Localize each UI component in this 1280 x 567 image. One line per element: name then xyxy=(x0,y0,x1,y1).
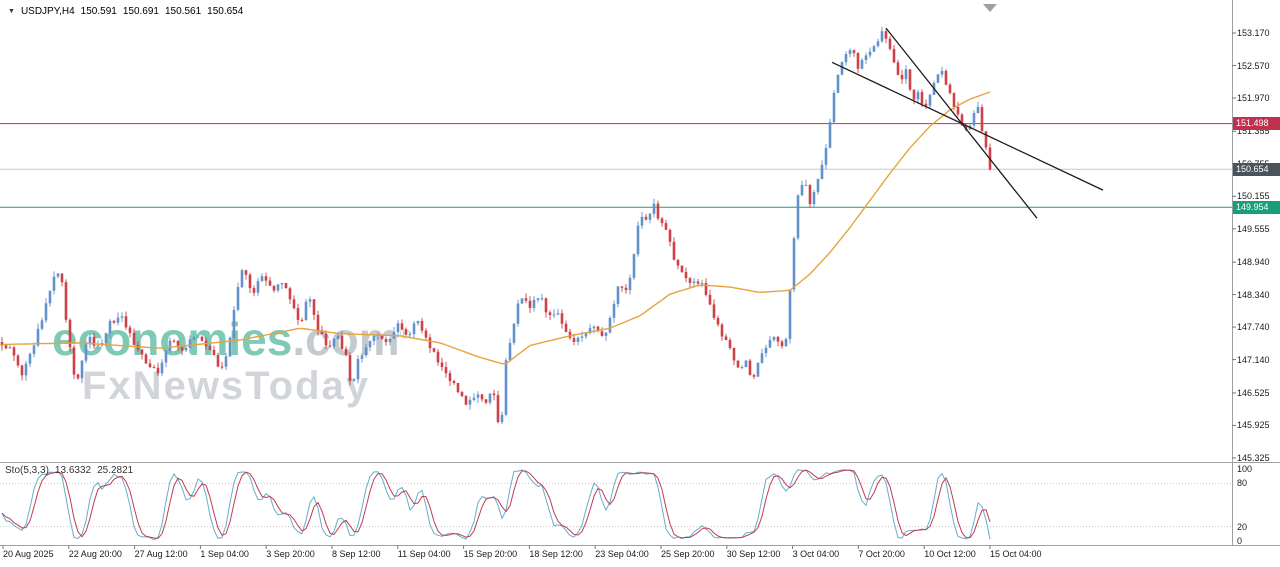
candles xyxy=(0,27,992,425)
current-price-tag: 150.654 xyxy=(1233,162,1280,176)
time-axis-label: 11 Sep 04:00 xyxy=(397,549,451,559)
ohlc-close-value: 150.654 xyxy=(207,6,244,17)
time-axis-label: 15 Sep 20:00 xyxy=(463,549,518,559)
stochastic-label: Sto(5,3,3) xyxy=(5,465,49,476)
resistance-price-tag[interactable]: 151.498 xyxy=(1233,117,1280,131)
price-axis-label: 148.940 xyxy=(1237,257,1270,268)
watermark-line2: FxNewsToday xyxy=(82,364,370,408)
price-axis-label: 151.355 xyxy=(1237,126,1270,137)
price-axis-label: 150.155 xyxy=(1237,191,1270,202)
chart-shift-marker[interactable] xyxy=(983,4,997,12)
symbol-timeframe-label: USDJPY,H4 xyxy=(20,6,75,17)
price-axis-label: 149.555 xyxy=(1237,223,1270,234)
time-axis-label: 1 Sep 04:00 xyxy=(200,549,249,559)
chart-header: ▼ USDJPY,H4 150.591 150.691 150.561 150.… xyxy=(8,6,243,17)
time-axis-label: 30 Sep 12:00 xyxy=(726,549,781,559)
moving-average-line xyxy=(1,91,991,365)
ohlc-low-value: 150.561 xyxy=(164,6,202,17)
time-axis-label: 25 Sep 20:00 xyxy=(661,549,715,559)
stochastic-main-value: 13.6332 xyxy=(54,465,92,476)
price-axis-label: 151.970 xyxy=(1237,93,1270,103)
time-axis-label: 10 Oct 12:00 xyxy=(924,549,976,559)
stochastic-header: Sto(5,3,3) 13.6332 25.2821 xyxy=(5,465,133,476)
price-axis-label: 147.740 xyxy=(1237,322,1270,333)
time-axis-label: 18 Sep 12:00 xyxy=(529,549,583,559)
time-axis-label: 3 Sep 20:00 xyxy=(266,549,315,559)
price-axis-label: 148.340 xyxy=(1237,289,1270,300)
stochastic-axis-label: 0 xyxy=(1237,536,1243,546)
stochastic-signal-line xyxy=(1,469,991,539)
price-axis-label: 145.325 xyxy=(1237,452,1270,463)
price-axis-label: 153.170 xyxy=(1237,28,1270,38)
time-axis-label: 8 Sep 12:00 xyxy=(332,549,381,559)
time-axis-label: 20 Aug 2025 xyxy=(3,549,54,559)
stochastic-signal-value: 25.2821 xyxy=(97,465,134,476)
stochastic-axis-label: 20 xyxy=(1237,521,1248,532)
watermark-brand: economies xyxy=(52,313,293,365)
symbol-dropdown-marker-icon[interactable]: ▼ xyxy=(8,8,15,15)
time-axis-label: 7 Oct 20:00 xyxy=(858,549,905,559)
panel-borders xyxy=(0,0,1280,549)
stochastic-axis-label: 80 xyxy=(1237,478,1248,489)
descending-trendlines[interactable] xyxy=(831,27,1104,219)
stochastic-plot xyxy=(0,469,1232,541)
stochastic-main-line xyxy=(1,469,991,541)
time-axis-label: 22 Aug 20:00 xyxy=(68,549,122,559)
price-axis-label: 147.140 xyxy=(1237,354,1270,365)
price-axis-label: 152.570 xyxy=(1237,60,1270,71)
time-axis-label: 15 Oct 04:00 xyxy=(990,549,1042,559)
ohlc-high-value: 150.691 xyxy=(122,6,159,17)
ohlc-open-value: 150.591 xyxy=(80,6,117,17)
stochastic-axis-label: 100 xyxy=(1237,464,1253,474)
support-price-tag[interactable]: 149.954 xyxy=(1233,200,1280,214)
time-axis-label: 3 Oct 04:00 xyxy=(792,549,840,559)
time-axis-label: 27 Aug 12:00 xyxy=(134,549,188,559)
price-axis-label: 145.925 xyxy=(1237,420,1270,431)
time-axis-label: 23 Sep 04:00 xyxy=(595,549,649,559)
price-axis-label: 146.525 xyxy=(1237,387,1270,398)
